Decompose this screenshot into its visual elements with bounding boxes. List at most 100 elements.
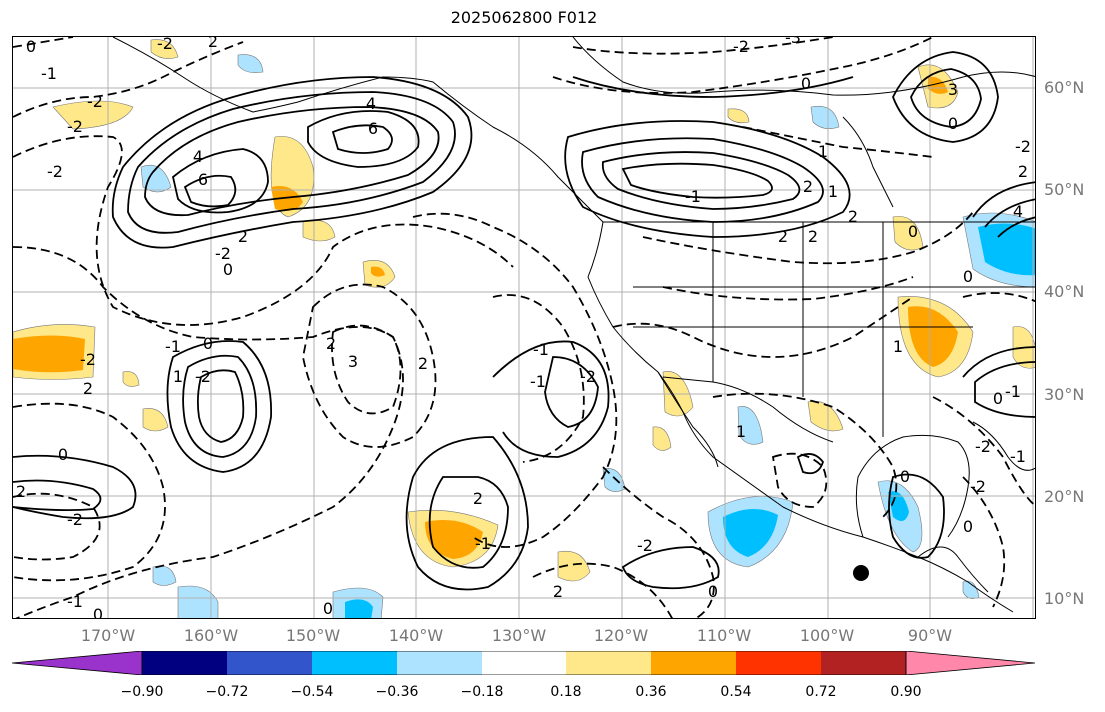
contour-label: -2 — [87, 92, 103, 111]
contour-dashed — [302, 283, 437, 448]
shade-orange — [371, 266, 385, 277]
contour-dashed — [602, 466, 715, 618]
shade-yellow — [122, 371, 140, 387]
contour-label: 2 — [418, 354, 428, 373]
contour-label: -1 — [41, 64, 57, 83]
colorbar — [12, 651, 1036, 675]
colorbar-extend-high — [905, 651, 1036, 675]
contour-solid — [974, 361, 1035, 418]
contour-dashed — [13, 492, 101, 561]
contour-label: 1 — [818, 142, 828, 161]
lat-label-20n: 20°N — [1044, 487, 1085, 506]
shade-yellow — [302, 220, 336, 242]
contour-label: -1 — [67, 592, 83, 611]
colorbar-segment — [566, 651, 651, 675]
contour-solid — [581, 137, 824, 223]
colorbar-frame — [141, 651, 907, 675]
contour-dashed — [932, 396, 1035, 507]
colorbar-label: 0.36 — [635, 684, 667, 700]
lat-label-30n: 30°N — [1044, 385, 1085, 404]
lon-label-170w: 170°W — [80, 626, 136, 645]
contour-label: -1 — [533, 340, 549, 359]
location-marker — [853, 565, 869, 581]
lon-label-130w: 130°W — [491, 626, 547, 645]
contour-solid — [183, 174, 237, 208]
contour-solid — [544, 356, 599, 428]
contour-label: 1 — [828, 182, 838, 201]
contour-dashed — [552, 37, 934, 94]
contour-label: 0 — [323, 599, 333, 618]
map-title: 2025062800 F012 — [450, 8, 598, 27]
lat-label-50n: 50°N — [1044, 180, 1085, 199]
colorbar-label: 0.90 — [890, 684, 922, 700]
shade-lightblue — [810, 105, 840, 129]
colorbar-segment — [312, 651, 397, 675]
colorbar-label: 0.18 — [550, 684, 582, 700]
contour-label: 1 — [173, 367, 183, 386]
contour-label: 0 — [26, 37, 36, 56]
colorbar-label: −0.90 — [120, 684, 164, 700]
contour-solid — [888, 473, 945, 559]
contour-label: -2 — [67, 510, 83, 529]
us-state-lines — [633, 222, 1035, 437]
contour-label: 6 — [198, 170, 208, 189]
contour-solid — [962, 346, 1035, 378]
contour-solid — [572, 76, 854, 98]
contour-label: -1 — [530, 372, 546, 391]
contour-label: 2 — [473, 489, 483, 508]
contour-label: -2 — [157, 37, 173, 53]
shade-blue — [345, 599, 373, 618]
shade-yellow — [807, 401, 844, 432]
contour-solid — [331, 124, 393, 154]
colorbar-segment — [651, 651, 736, 675]
contour-label: 0 — [223, 260, 233, 279]
contour-solid — [172, 148, 269, 214]
shade-lightblue — [602, 468, 626, 492]
contour-label: 0 — [963, 267, 973, 286]
contour-dashed — [13, 41, 244, 118]
contour-dashed — [742, 126, 934, 158]
contour-solid — [564, 120, 851, 238]
lat-label-60n: 60°N — [1044, 78, 1085, 97]
shade-lightblue — [177, 585, 219, 618]
colorbar-extend-low — [12, 651, 143, 675]
contour-label: 0 — [908, 222, 918, 241]
contour-label: 0 — [900, 467, 910, 486]
contour-dashed — [712, 392, 898, 518]
contour-dashed — [962, 476, 1006, 608]
contour-label: -2 — [733, 37, 749, 56]
contour-label: -2 — [637, 536, 653, 555]
shade-yellow — [150, 39, 179, 59]
map-plot: -2 -2 -2 0 -1 -2 2 4 6 4 6 2 -2 0 -2 2 0… — [13, 37, 1035, 618]
contour-label: 1 — [893, 337, 903, 356]
shade-yellow — [727, 108, 750, 124]
contour-label: 3 — [348, 352, 358, 371]
contour-label: -2 — [195, 367, 211, 386]
contour-label: 1 — [736, 422, 746, 441]
shade-orange — [908, 306, 958, 367]
colorbar-label: 0.54 — [720, 684, 752, 700]
shade-orange — [928, 76, 948, 94]
contour-solid — [997, 216, 1035, 238]
contour-label: 2 — [208, 37, 218, 51]
canada-coast — [572, 37, 1035, 96]
contour-label: 6 — [368, 119, 378, 138]
contour-dashed — [13, 246, 404, 618]
colorbar-label: −0.54 — [290, 684, 334, 700]
shade-orange — [425, 519, 483, 559]
contour-label: -1 — [1005, 382, 1021, 401]
lon-label-160w: 160°W — [183, 626, 239, 645]
lon-label-140w: 140°W — [388, 626, 444, 645]
contour-dashed — [13, 135, 514, 326]
contour-label: 0 — [963, 517, 973, 536]
contour-label: 0 — [58, 445, 68, 464]
contour-solid — [13, 479, 102, 512]
contour-solid — [984, 198, 1035, 228]
contour-label: -1 — [685, 187, 701, 206]
north-america-coast — [587, 221, 1014, 613]
contour-labels: -2 -2 -2 0 -1 -2 2 4 6 4 6 2 -2 0 -2 2 0… — [16, 37, 1031, 618]
contour-label: 4 — [366, 94, 376, 113]
contour-label: -2 — [47, 162, 63, 181]
contour-label: 2 — [238, 227, 248, 246]
contour-label: -2 — [580, 367, 596, 386]
